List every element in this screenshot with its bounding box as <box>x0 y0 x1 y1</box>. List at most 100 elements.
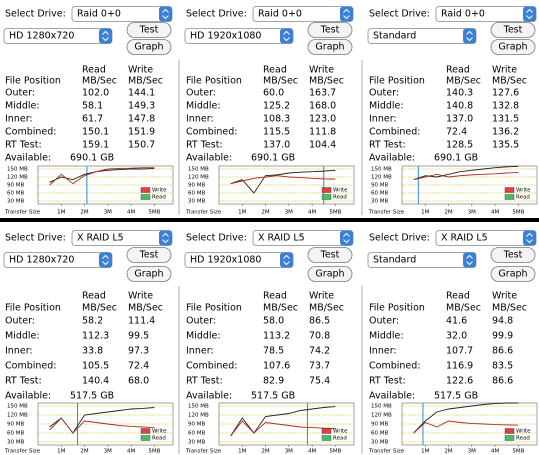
test-button[interactable] <box>307 247 353 263</box>
graph-button[interactable] <box>126 266 172 282</box>
read-line <box>49 167 155 186</box>
y-tick-label: 150 MB <box>188 404 209 410</box>
test-button[interactable] <box>490 247 536 263</box>
available-value: 690.1 GB <box>251 153 295 164</box>
test-button-label: Test <box>503 250 523 261</box>
x-tick-label: 2M <box>261 449 269 455</box>
legend-label: Write <box>516 188 531 194</box>
x-tick-label: 4M <box>491 210 499 216</box>
write-unit: MB/Sec <box>309 303 344 314</box>
x-tick-label: 3M <box>285 210 293 216</box>
read-unit: MB/Sec <box>82 303 117 314</box>
y-tick-label: 60 MB <box>371 431 388 437</box>
legend-swatch <box>504 435 515 441</box>
x-tick-label: 3M <box>104 210 112 216</box>
legend-swatch <box>140 428 151 434</box>
graph-button[interactable] <box>126 39 172 55</box>
legend-label: Write <box>516 429 531 435</box>
test-button[interactable] <box>307 22 353 38</box>
drive-dropdown-arrow <box>523 230 536 246</box>
read-header: Read <box>263 291 287 302</box>
read-value: 159.1 <box>82 140 109 151</box>
write-value: 94.8 <box>492 316 513 327</box>
x-axis-label: Transfer Size <box>185 449 222 455</box>
drive-dropdown-arrow-icon <box>162 8 169 20</box>
drive-dropdown-arrow-icon <box>343 8 350 20</box>
legend-label: Read <box>152 436 166 442</box>
x-tick-label: 4M <box>308 210 316 216</box>
y-tick-label: 60 MB <box>7 191 24 197</box>
write-value: 99.5 <box>128 331 149 342</box>
graph-button[interactable] <box>307 39 353 55</box>
format-dropdown-arrow-icon <box>466 254 473 266</box>
row-label: Outer: <box>5 88 35 99</box>
read-value: 107.6 <box>263 361 290 372</box>
read-header: Read <box>263 65 287 76</box>
drive-dropdown-arrow-icon <box>162 232 169 244</box>
write-value: 149.3 <box>128 101 155 112</box>
read-value: 108.3 <box>263 114 290 125</box>
row-label: Inner: <box>369 346 397 357</box>
legend-label: Read <box>333 436 347 442</box>
select-drive-label: Select Drive: <box>186 9 247 20</box>
write-line <box>49 168 155 183</box>
available-label: Available: <box>369 391 415 402</box>
row-label: RT Test: <box>186 376 223 387</box>
write-value: 131.5 <box>492 114 519 125</box>
test-button[interactable] <box>490 22 536 38</box>
available-label: Available: <box>5 153 51 164</box>
x-tick-label: 4M <box>127 210 135 216</box>
row-label: Outer: <box>186 88 216 99</box>
file-position-label: File Position <box>369 76 425 87</box>
read-value: 122.6 <box>446 376 473 387</box>
graph-button-label: Graph <box>134 42 163 53</box>
legend-swatch <box>140 435 151 441</box>
write-header: Write <box>309 291 334 302</box>
write-unit: MB/Sec <box>492 76 527 87</box>
legend-label: Read <box>333 195 347 201</box>
y-tick-label: 120 MB <box>188 175 209 181</box>
write-value: 68.0 <box>128 376 149 387</box>
write-value: 104.4 <box>309 140 336 151</box>
row-label: Inner: <box>369 114 397 125</box>
read-unit: MB/Sec <box>263 76 298 87</box>
write-value: 111.8 <box>309 127 336 138</box>
graph-button[interactable] <box>490 266 536 282</box>
write-header: Write <box>492 291 517 302</box>
x-tick-label: 4M <box>491 449 499 455</box>
drive-dropdown-value: Raid 0+0 <box>441 9 485 20</box>
write-value: 70.8 <box>309 331 330 342</box>
row-label: Combined: <box>186 127 237 138</box>
row-label: Middle: <box>369 101 404 112</box>
row-label: Combined: <box>5 361 56 372</box>
test-button[interactable] <box>126 247 172 263</box>
read-value: 82.9 <box>263 376 284 387</box>
drive-dropdown-arrow <box>340 6 353 22</box>
format-dropdown-arrow <box>99 28 112 44</box>
graph-button[interactable] <box>307 266 353 282</box>
write-line <box>230 406 336 437</box>
y-tick-label: 90 MB <box>7 183 24 189</box>
read-line <box>49 417 155 434</box>
write-value: 168.0 <box>309 101 336 112</box>
drive-dropdown-arrow <box>159 230 172 246</box>
file-position-label: File Position <box>186 76 242 87</box>
write-value: 74.2 <box>309 346 330 357</box>
format-dropdown-arrow-icon <box>102 30 109 42</box>
y-tick-label: 120 MB <box>371 413 392 419</box>
format-dropdown-arrow-icon <box>283 30 290 42</box>
x-tick-label: 2M <box>444 210 452 216</box>
select-drive-label: Select Drive: <box>5 9 66 20</box>
y-tick-label: 150 MB <box>188 167 209 173</box>
legend-swatch <box>504 187 515 193</box>
row-label: RT Test: <box>369 376 406 387</box>
drive-dropdown-arrow <box>159 6 172 22</box>
graph-button[interactable] <box>490 39 536 55</box>
read-value: 125.2 <box>263 101 290 112</box>
write-value: 163.7 <box>309 88 336 99</box>
x-tick-label: 5MB <box>512 210 524 216</box>
test-button[interactable] <box>126 22 172 38</box>
read-unit: MB/Sec <box>446 303 481 314</box>
write-value: 111.4 <box>128 316 155 327</box>
